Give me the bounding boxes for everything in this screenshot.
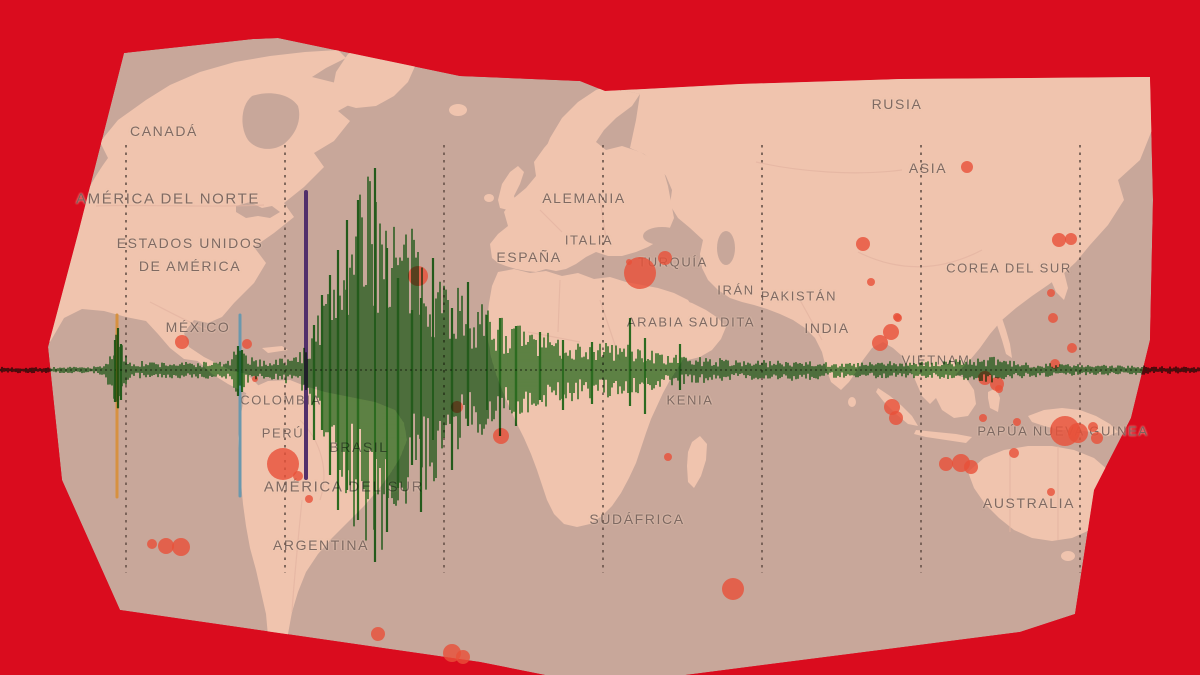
border-china bbox=[857, 249, 983, 268]
epicenter-dot bbox=[158, 538, 174, 554]
epicenter-dot bbox=[1052, 233, 1066, 247]
epicenter-dot bbox=[267, 448, 299, 480]
epicenter-dot bbox=[664, 453, 672, 461]
island-iceland bbox=[449, 104, 467, 116]
epicenter-dot bbox=[175, 335, 189, 349]
epicenter-dot bbox=[1050, 359, 1060, 369]
korean-peninsula bbox=[1006, 258, 1022, 290]
epicenter-dot bbox=[872, 335, 888, 351]
islands-japan bbox=[1038, 238, 1068, 300]
epicenter-dot bbox=[456, 650, 470, 664]
scandinavia bbox=[542, 84, 622, 167]
epicenter-dot bbox=[1013, 418, 1021, 426]
continent-europe bbox=[490, 90, 674, 272]
epicenter-dot bbox=[889, 411, 903, 425]
island-tasmania bbox=[1061, 551, 1075, 561]
black-sea bbox=[643, 227, 681, 245]
hudson-bay bbox=[242, 93, 300, 149]
epicenter-dot bbox=[964, 460, 978, 474]
epicenter-dot bbox=[856, 237, 870, 251]
continent-north-america bbox=[48, 50, 388, 399]
epicenter-dot bbox=[1047, 488, 1055, 496]
island-great-britain bbox=[498, 166, 524, 210]
epicenter-dot bbox=[626, 259, 632, 265]
epicenter-dot bbox=[1048, 313, 1058, 323]
epicenter-dot bbox=[722, 578, 744, 600]
border-india-pakistan bbox=[799, 299, 823, 341]
epicenter-dot bbox=[995, 385, 1003, 393]
seismogram-spikes bbox=[113, 168, 682, 562]
epicenter-dot bbox=[979, 414, 987, 422]
continent-asia bbox=[622, 61, 1152, 404]
epicenter-dot bbox=[893, 313, 901, 321]
border-russia-kazakhstan bbox=[755, 161, 903, 174]
epicenter-dot bbox=[658, 251, 672, 265]
epicenter-dot bbox=[1068, 423, 1088, 443]
island-sulawesi bbox=[988, 388, 1000, 412]
island-sri-lanka bbox=[848, 397, 856, 407]
epicenter-dot bbox=[883, 324, 899, 340]
epicenter-dot bbox=[371, 627, 385, 641]
caspian-sea bbox=[717, 231, 735, 265]
island-hokkaido bbox=[1049, 220, 1063, 232]
epicenter-dot bbox=[867, 278, 875, 286]
epicenter-dot bbox=[147, 539, 157, 549]
border-us-canada bbox=[95, 204, 265, 207]
epicenter-dot bbox=[1065, 233, 1077, 245]
seismogram-waveform bbox=[0, 176, 1200, 550]
epicenter-dot bbox=[1088, 422, 1098, 432]
island-madagascar bbox=[687, 436, 707, 488]
epicenter-dots bbox=[147, 161, 1103, 664]
island-java bbox=[914, 430, 972, 443]
epicenter-dot bbox=[172, 538, 190, 556]
epicenter-dot bbox=[961, 161, 973, 173]
epicenter-dot bbox=[939, 457, 953, 471]
islands-philippines bbox=[996, 318, 1012, 358]
epicenter-dot bbox=[1009, 448, 1019, 458]
kamchatka bbox=[1086, 140, 1112, 216]
epicenter-dot bbox=[624, 257, 656, 289]
epicenter-dot bbox=[242, 339, 252, 349]
border-africa-2 bbox=[527, 331, 581, 343]
continent-australia bbox=[968, 446, 1114, 541]
border-europe bbox=[539, 199, 607, 239]
epicenter-dot bbox=[1091, 432, 1103, 444]
border-australia bbox=[1009, 446, 1059, 540]
island-cuba bbox=[262, 346, 288, 353]
epicenter-dot bbox=[293, 471, 303, 481]
epicenter-dot bbox=[1047, 289, 1055, 297]
border-chile-argentina bbox=[291, 499, 303, 613]
epicenter-dot bbox=[1067, 343, 1077, 353]
island-ireland bbox=[484, 194, 494, 202]
border-us-mexico bbox=[149, 301, 216, 333]
island-borneo bbox=[935, 374, 976, 418]
epicenter-dot bbox=[305, 495, 313, 503]
